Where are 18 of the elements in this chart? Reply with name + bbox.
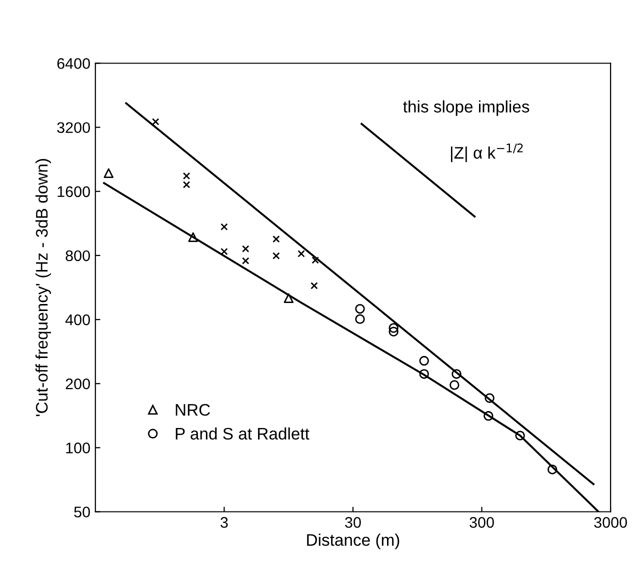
x-axis-title: Distance (m) <box>307 534 400 550</box>
annotation: |Z| α k$^{−1/2}$ <box>450 144 523 162</box>
legend-label: P and S at Radlett <box>176 427 310 440</box>
x-tick-label: 300 <box>470 517 494 528</box>
y-tick-label: 1600 <box>58 186 90 198</box>
y-axis-title: 'Cut-off frequency' (Hz - 3dB down) <box>35 159 51 416</box>
y-tick-label: 100 <box>66 442 90 454</box>
legend-label: NRC <box>176 404 210 416</box>
annotation: this slope implies <box>403 100 530 116</box>
y-tick-label: 3200 <box>57 122 90 134</box>
y-tick-label: 200 <box>66 378 90 390</box>
x-tick-label: 3 <box>220 517 228 528</box>
y-tick-label: 50 <box>74 506 90 518</box>
y-tick-label: 6400 <box>57 58 90 69</box>
y-tick-label: 800 <box>66 250 90 262</box>
x-tick-label: 30 <box>345 517 361 528</box>
y-tick-label: 400 <box>65 314 90 326</box>
x-tick-label: 3000 <box>594 517 627 528</box>
